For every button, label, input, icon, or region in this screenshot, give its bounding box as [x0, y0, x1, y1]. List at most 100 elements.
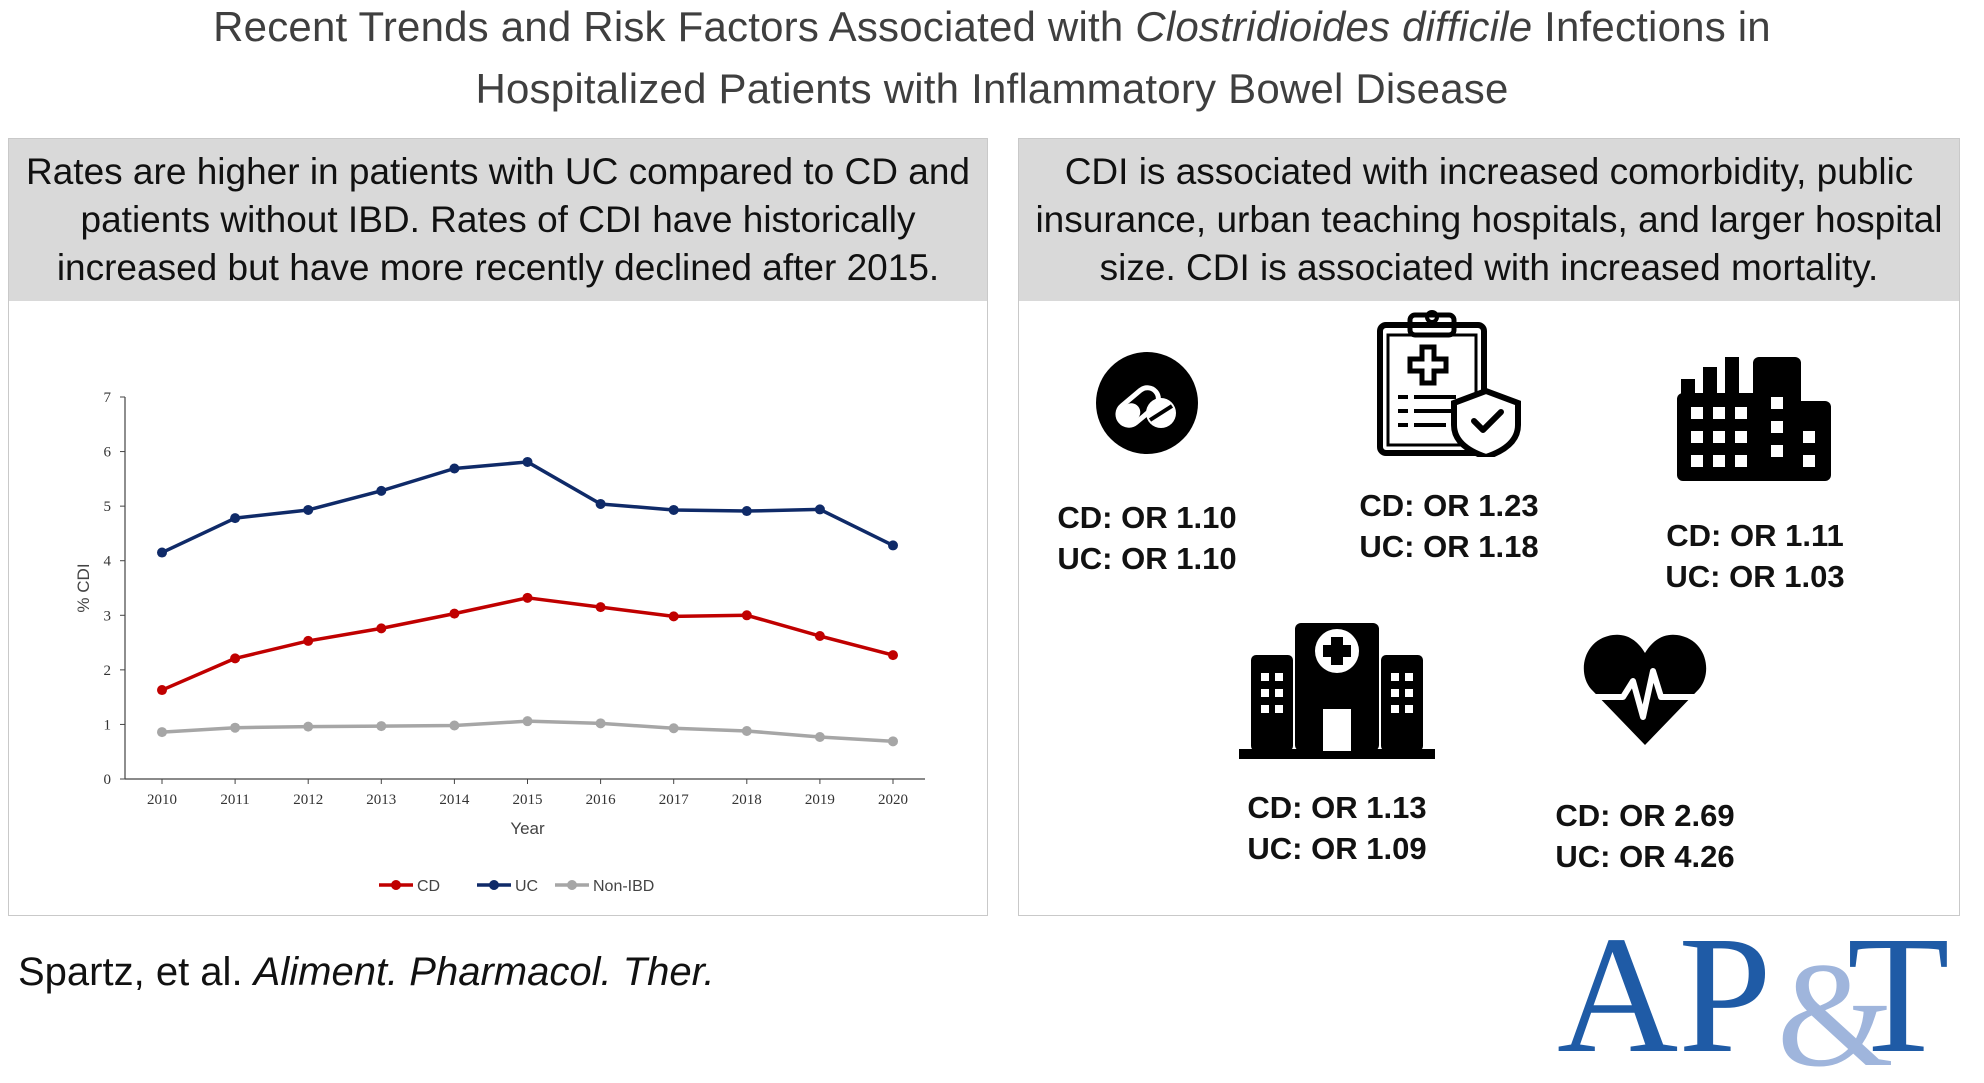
data-point-cd [741, 610, 752, 621]
mortality-uc-or: UC: OR 4.26 [1555, 839, 1735, 874]
x-tick-label: 2014 [439, 792, 470, 808]
hospital-size-item: CD: OR 1.13 UC: OR 1.09 [1237, 623, 1437, 869]
mortality-cd-or: CD: OR 2.69 [1555, 798, 1735, 833]
logo-t: T [1847, 905, 1950, 1075]
title-line-1-start: Recent Trends and Risk Factors Associate… [213, 3, 1136, 50]
title-line-1-end: Infections in [1532, 3, 1771, 50]
y-tick-label: 0 [104, 772, 112, 788]
legend-swatch-marker [567, 880, 577, 890]
data-point-non-ibd [522, 716, 533, 727]
x-tick-label: 2016 [586, 792, 617, 808]
trends-panel: Rates are higher in patients with UC com… [8, 138, 988, 916]
data-point-non-ibd [230, 722, 241, 733]
comorbidity-item: CD: OR 1.10 UC: OR 1.10 [1047, 351, 1247, 579]
pills-icon [1096, 352, 1198, 454]
risk-factors-panel-header: CDI is associated with increased comorbi… [1019, 139, 1959, 301]
data-point-uc [230, 513, 241, 524]
data-point-non-ibd [157, 727, 167, 738]
y-tick-label: 4 [104, 554, 112, 570]
x-tick-label: 2020 [878, 792, 908, 808]
data-point-cd [157, 685, 167, 696]
data-point-cd [888, 650, 898, 661]
data-point-non-ibd [741, 725, 752, 736]
x-tick-label: 2019 [805, 792, 835, 808]
data-point-uc [814, 504, 825, 515]
infographic-title: Recent Trends and Risk Factors Associate… [0, 0, 1984, 120]
urban-teaching-item: CD: OR 1.11 UC: OR 1.03 [1655, 357, 1855, 597]
y-tick-label: 1 [104, 717, 112, 733]
hospital-uc-or: UC: OR 1.09 [1247, 831, 1427, 866]
data-point-uc [668, 504, 679, 515]
comorbidity-cd-or: CD: OR 1.10 [1057, 500, 1237, 535]
data-point-uc [376, 485, 387, 496]
urban-cd-or: CD: OR 1.11 [1666, 518, 1844, 553]
data-point-uc [157, 547, 167, 558]
journal-logo: AP & T [1557, 905, 1950, 1075]
title-line-2: Hospitalized Patients with Inflammatory … [475, 65, 1509, 112]
data-point-cd [230, 653, 241, 664]
data-point-cd [376, 623, 387, 634]
x-axis-label: Year [510, 819, 545, 838]
y-tick-label: 2 [104, 663, 112, 679]
y-axis-label: % CDI [74, 563, 93, 612]
insurance-clipboard-icon [1377, 310, 1521, 457]
legend-label: Non-IBD [593, 878, 654, 895]
hospital-icon [1239, 623, 1435, 759]
x-tick-label: 2011 [220, 792, 249, 808]
logo-ampersand: & [1777, 932, 1894, 1075]
series-line-cd [161, 596, 894, 692]
data-point-non-ibd [595, 718, 606, 729]
data-point-uc [449, 463, 460, 474]
citation-authors: Spartz, et al. [18, 950, 254, 994]
citation-journal: Aliment. Pharmacol. Ther. [253, 950, 715, 994]
x-tick-label: 2013 [366, 792, 396, 808]
urban-buildings-icon [1677, 357, 1831, 481]
legend-swatch-marker [391, 880, 401, 890]
y-tick-label: 7 [104, 390, 112, 406]
heart-pulse-icon [1583, 634, 1707, 745]
title-line-1: Recent Trends and Risk Factors Associate… [0, 0, 1984, 58]
data-point-non-ibd [303, 721, 314, 732]
legend-label: UC [515, 878, 538, 895]
legend-label: CD [417, 878, 440, 895]
trends-panel-header: Rates are higher in patients with UC com… [9, 139, 987, 301]
data-point-non-ibd [814, 731, 825, 742]
data-point-non-ibd [668, 723, 679, 734]
cdi-line-chart: 0 1 2 3 4 5 6 7 2010 2011 2012 2013 2014 2015 2016 2017… [74, 390, 925, 895]
x-tick-label: 2012 [293, 792, 323, 808]
data-point-uc [522, 456, 533, 467]
logo-ap: AP [1557, 905, 1772, 1075]
legend-swatch-marker [489, 880, 499, 890]
data-point-cd [522, 592, 533, 603]
insurance-uc-or: UC: OR 1.18 [1359, 529, 1539, 564]
y-tick-label: 6 [104, 445, 112, 461]
insurance-item: CD: OR 1.23 UC: OR 1.18 [1349, 309, 1549, 567]
series-line-uc [161, 460, 894, 555]
data-point-cd [595, 602, 606, 613]
data-point-cd [668, 611, 679, 622]
data-point-non-ibd [449, 720, 460, 731]
x-tick-label: 2018 [732, 792, 762, 808]
y-tick-label: 3 [104, 608, 112, 624]
y-tick-label: 5 [104, 499, 112, 515]
data-point-cd [814, 631, 825, 642]
risk-factors-panel: CDI is associated with increased comorbi… [1018, 138, 1960, 916]
x-tick-label: 2015 [513, 792, 543, 808]
comorbidity-uc-or: UC: OR 1.10 [1057, 541, 1237, 576]
data-point-uc [303, 504, 314, 515]
hospital-cd-or: CD: OR 1.13 [1247, 790, 1427, 825]
data-point-non-ibd [376, 721, 387, 732]
urban-uc-or: UC: OR 1.03 [1665, 559, 1845, 594]
data-point-non-ibd [888, 736, 898, 747]
citation: Spartz, et al. Aliment. Pharmacol. Ther. [18, 950, 715, 995]
mortality-item: CD: OR 2.69 UC: OR 4.26 [1545, 633, 1745, 877]
data-point-cd [449, 608, 460, 619]
x-tick-label: 2017 [659, 792, 690, 808]
title-organism-name: Clostridioides difficile [1135, 3, 1533, 50]
data-point-uc [741, 506, 752, 517]
data-point-uc [595, 498, 606, 509]
data-point-uc [888, 540, 898, 551]
x-tick-label: 2010 [147, 792, 177, 808]
insurance-cd-or: CD: OR 1.23 [1359, 488, 1539, 523]
data-point-cd [303, 635, 314, 646]
